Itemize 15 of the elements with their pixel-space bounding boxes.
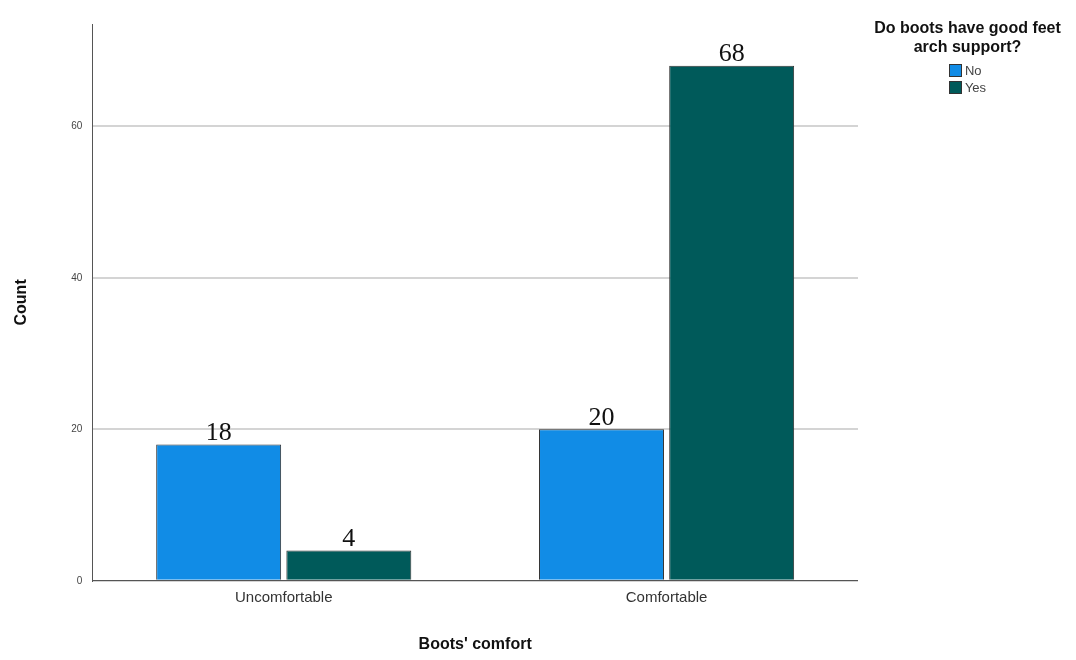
x-tick-label: Uncomfortable <box>234 587 333 605</box>
legend-title: Do boots have good feet arch support? <box>873 18 1062 56</box>
y-tick-label: 0 <box>76 574 83 586</box>
data-label: 68 <box>718 38 745 68</box>
y-tick-label: 20 <box>71 423 83 435</box>
data-label: 20 <box>588 402 615 432</box>
y-axis-title: Count <box>12 278 30 326</box>
data-label: 18 <box>205 417 232 447</box>
legend-label: Yes <box>964 80 987 95</box>
x-tick-label: Comfortable <box>625 587 708 605</box>
data-label: 4 <box>342 523 356 553</box>
y-tick-label: 40 <box>71 271 83 283</box>
y-tick-label: 60 <box>71 120 83 132</box>
legend-label: No <box>964 63 982 78</box>
x-axis-title: Boots' comfort <box>418 634 533 652</box>
